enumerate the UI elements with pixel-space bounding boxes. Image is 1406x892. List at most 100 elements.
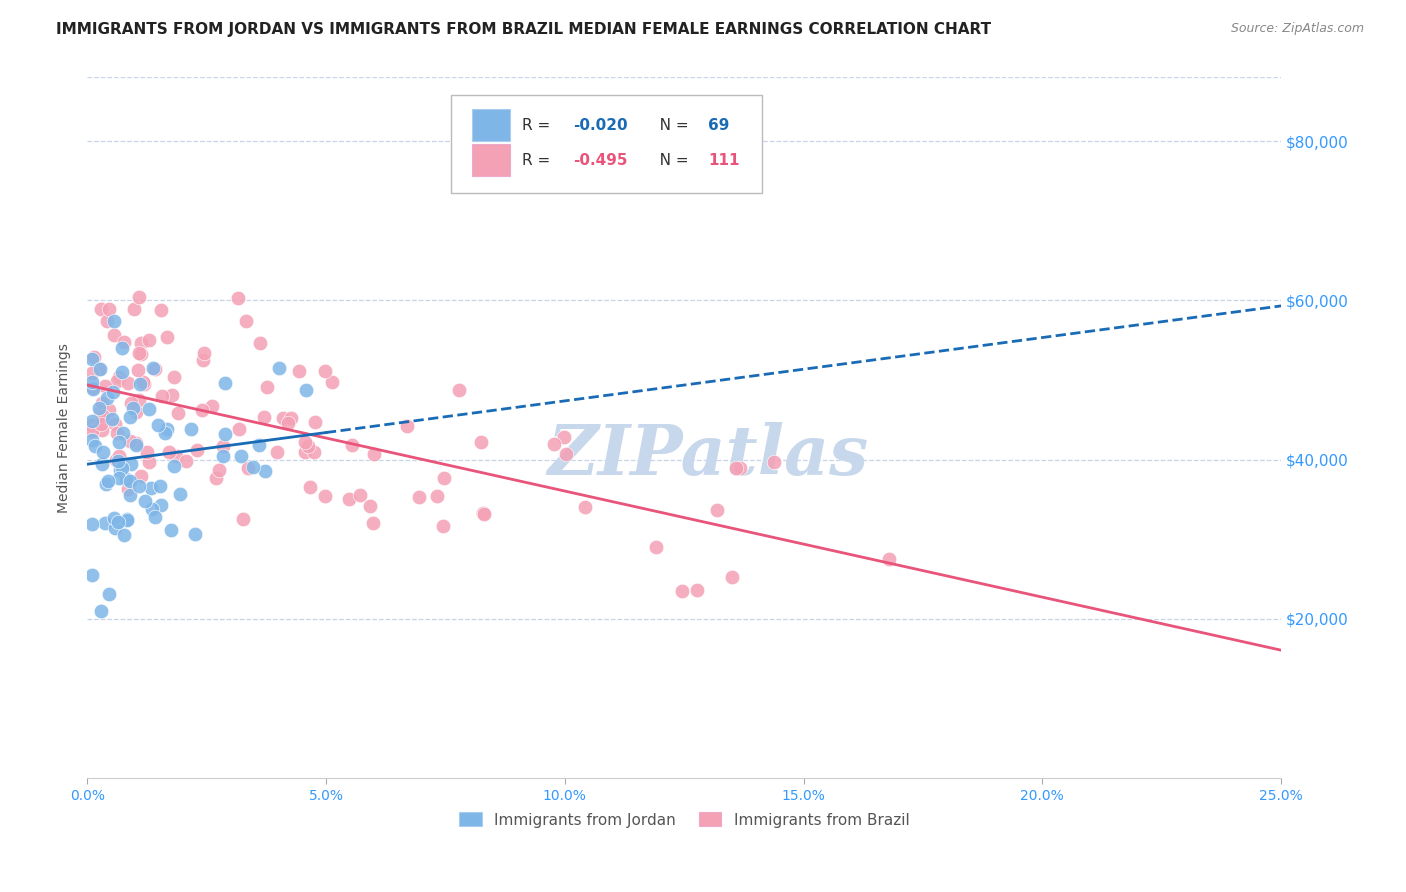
Point [80,352,103,367]
Point [128,377,150,392]
Point [105,374,128,388]
Point [555,446,578,460]
Point [228,422,250,436]
Point [160,388,183,402]
Point [155,330,177,344]
Point [89,361,111,376]
Point [229,449,252,463]
Point [96,391,118,405]
Point [304,415,326,429]
Point [149,498,172,512]
Point [408,491,430,505]
Point [103,385,125,400]
Point [294,434,316,449]
Point [212,439,235,453]
Point [128,479,150,493]
Point [253,410,276,425]
Point [163,370,186,384]
Point [145,510,167,524]
Point [266,445,288,459]
Point [235,314,257,328]
Point [176,454,198,468]
Point [94,476,117,491]
Text: 111: 111 [709,153,740,168]
Point [543,436,565,450]
Legend: Immigrants from Jordan, Immigrants from Brazil: Immigrants from Jordan, Immigrants from … [453,806,915,834]
Point [103,328,125,343]
Point [111,341,134,355]
Point [186,443,208,458]
Point [87,401,110,416]
Point [287,364,309,378]
Text: -0.495: -0.495 [574,153,627,168]
Point [107,370,129,384]
Point [426,489,449,503]
Point [214,427,236,442]
Point [97,403,120,417]
Point [730,460,752,475]
Point [107,454,129,468]
Point [101,411,124,425]
Point [143,362,166,376]
Point [96,314,118,328]
Point [87,362,110,376]
Point [277,417,299,431]
Point [112,334,135,349]
Point [91,457,114,471]
Point [118,475,141,489]
Point [271,411,294,425]
Point [363,447,385,461]
Point [122,302,145,317]
Point [136,444,159,458]
Point [91,423,114,437]
Point [84,438,107,452]
Point [121,401,143,416]
FancyBboxPatch shape [471,109,510,141]
Point [120,395,142,409]
Point [97,474,120,488]
Point [128,290,150,304]
Point [150,389,173,403]
Text: R =: R = [522,153,555,168]
Point [706,503,728,517]
Point [97,587,120,601]
Point [104,452,127,467]
Point [157,445,180,459]
Point [121,458,143,472]
Point [131,469,153,483]
Point [574,500,596,515]
Point [165,449,187,463]
Point [132,377,155,392]
Point [103,511,125,525]
Point [686,582,709,597]
Point [447,383,470,397]
Point [671,583,693,598]
Point [193,346,215,360]
Point [80,417,103,432]
Point [432,518,454,533]
Text: N =: N = [645,118,693,133]
Point [269,360,291,375]
Point [128,393,150,408]
Point [359,500,381,514]
Point [180,422,202,436]
Point [191,403,214,417]
Point [111,460,134,475]
Point [167,406,190,420]
Point [132,375,155,389]
Point [115,512,138,526]
Point [720,570,742,584]
Point [80,568,103,582]
Point [80,433,103,447]
Text: 69: 69 [709,118,730,133]
Point [254,464,277,478]
Point [80,425,103,439]
Point [205,471,228,485]
Point [125,436,148,450]
Point [472,507,495,521]
Point [247,438,270,452]
Point [201,399,224,413]
Point [129,335,152,350]
Point [89,417,111,431]
Point [124,405,146,419]
